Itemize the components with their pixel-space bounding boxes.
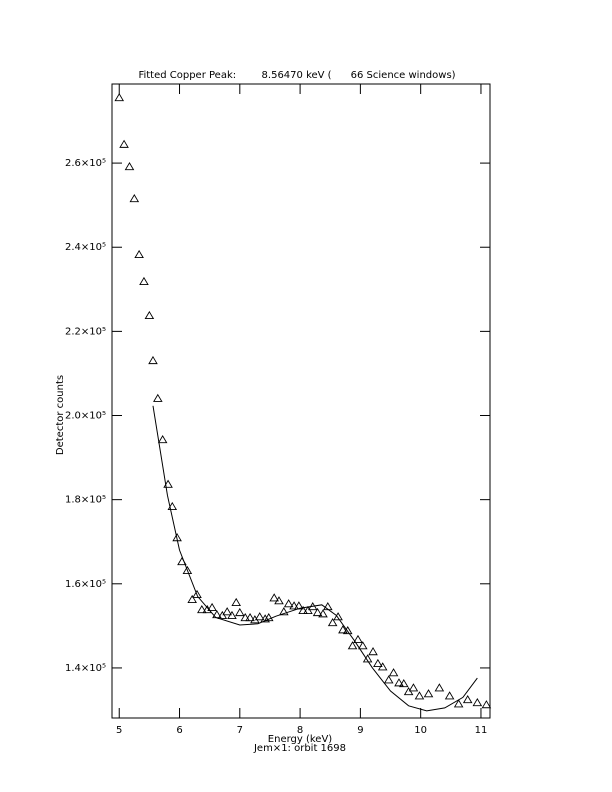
y-tick-label: 1.8×10⁵ <box>65 495 106 506</box>
data-point <box>227 610 237 620</box>
x-tick-label: 5 <box>116 725 122 736</box>
y-tick-label: 1.6×10⁵ <box>65 579 106 590</box>
plot-frame <box>111 83 491 719</box>
data-point <box>222 607 232 616</box>
x-tick-label: 8 <box>297 725 303 736</box>
data-point <box>187 594 197 604</box>
y-tick-label: 1.4×10⁵ <box>65 663 106 674</box>
data-point <box>263 612 274 622</box>
data-point <box>388 668 399 677</box>
data-point <box>342 626 353 635</box>
data-point <box>207 602 217 612</box>
data-point <box>377 662 388 671</box>
x-axis-label: Energy (keV) <box>268 734 333 745</box>
chart-title: Fitted Copper Peak: 8.56470 keV ( 66 Sci… <box>138 70 455 81</box>
data-point <box>260 614 270 623</box>
data-point <box>327 618 338 627</box>
data-point <box>231 597 241 606</box>
x-tick-label: 9 <box>357 725 363 736</box>
data-point <box>434 683 445 692</box>
y-tick-label: 2.2×10⁵ <box>65 326 106 337</box>
fit-line <box>152 405 478 712</box>
x-tick-label: 6 <box>176 725 182 736</box>
data-point <box>333 612 343 621</box>
data-point <box>245 612 255 622</box>
data-point <box>124 161 135 171</box>
data-point <box>444 691 455 700</box>
data-point <box>274 596 284 605</box>
data-point <box>283 599 294 608</box>
x-tick-label: 11 <box>475 725 488 736</box>
data-point <box>144 310 155 320</box>
data-point <box>192 589 202 598</box>
data-point <box>368 647 378 656</box>
data-point <box>472 697 483 707</box>
data-point <box>240 612 251 622</box>
data-point <box>347 641 358 650</box>
data-point <box>119 139 129 148</box>
data-point <box>373 658 383 667</box>
data-point <box>408 683 419 692</box>
y-tick-label: 2.4×10⁵ <box>65 242 106 253</box>
data-point <box>338 625 348 634</box>
data-point <box>269 593 279 602</box>
data-point <box>353 634 363 643</box>
data-point <box>134 249 144 259</box>
data-point <box>153 393 163 402</box>
data-point <box>139 276 149 285</box>
data-point <box>358 641 368 650</box>
footer: Jem×1: orbit 1698 <box>253 743 346 754</box>
x-tick-label: 7 <box>237 725 243 736</box>
data-point <box>254 612 265 621</box>
y-axis-label: Detector counts <box>55 375 66 455</box>
data-point <box>423 689 434 698</box>
data-point <box>481 700 492 709</box>
data-point <box>197 604 207 614</box>
y-tick-label: 2.6×10⁵ <box>65 158 106 169</box>
data-point <box>394 678 404 687</box>
data-point <box>462 695 473 704</box>
data-point <box>383 675 394 684</box>
data-point <box>182 565 193 575</box>
data-point <box>157 435 168 444</box>
data-point <box>312 607 323 617</box>
x-tick-label: 10 <box>414 725 427 736</box>
data-point <box>148 355 158 365</box>
data-point <box>399 679 409 688</box>
data-point <box>289 601 299 610</box>
data-point <box>114 92 125 102</box>
data-point <box>235 607 245 617</box>
y-tick-label: 2.0×10⁵ <box>65 411 106 422</box>
data-point <box>318 609 328 618</box>
data-point <box>414 691 425 700</box>
data-point <box>279 607 289 616</box>
data-point <box>298 605 308 614</box>
data-point <box>453 699 464 708</box>
data-point <box>129 193 140 203</box>
data-point <box>250 615 260 624</box>
